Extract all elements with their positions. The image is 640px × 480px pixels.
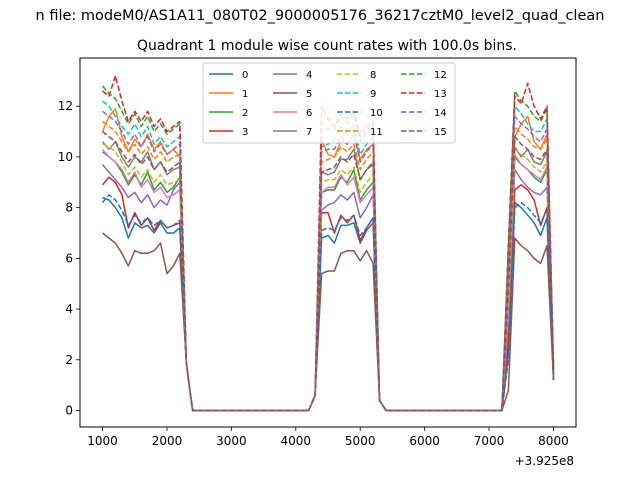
x-tick-label: 8000: [538, 434, 569, 448]
legend-label-13: 13: [434, 89, 447, 100]
x-tick-label: 1000: [87, 434, 118, 448]
series-line-15: [102, 130, 555, 412]
series-line-1: [101, 107, 555, 412]
x-tick-label: 6000: [409, 434, 440, 448]
y-tick-label: 10: [58, 150, 73, 164]
series-line-9: [102, 100, 555, 412]
legend-label-15: 15: [434, 127, 447, 138]
x-tick-label: 7000: [474, 434, 505, 448]
legend-label-0: 0: [242, 70, 248, 81]
legend-label-9: 9: [370, 89, 376, 100]
legend-label-11: 11: [370, 127, 383, 138]
series-line-14: [102, 110, 555, 412]
y-tick-label: 8: [65, 201, 73, 215]
legend-frame: [202, 62, 456, 144]
series-line-5: [102, 232, 555, 412]
y-tick-label: 4: [65, 302, 73, 316]
series-line-7: [101, 140, 555, 412]
x-offset-label: +3.925e8: [515, 454, 574, 468]
legend-label-4: 4: [306, 70, 312, 81]
legend-label-2: 2: [242, 108, 248, 119]
x-tick-label: 5000: [345, 434, 376, 448]
y-tick-label: 0: [65, 404, 73, 418]
x-tick-label: 2000: [152, 434, 183, 448]
chart-title: Quadrant 1 module wise count rates with …: [137, 38, 517, 54]
series-line-2: [102, 151, 555, 412]
legend-label-1: 1: [242, 89, 248, 100]
legend-label-8: 8: [370, 70, 376, 81]
legend-label-3: 3: [242, 127, 248, 138]
y-tick-label: 2: [65, 353, 73, 367]
legend-label-10: 10: [370, 108, 383, 119]
series-line-4: [101, 164, 555, 412]
series-line-6: [101, 148, 555, 412]
series-line-3: [101, 176, 555, 412]
x-tick-label: 3000: [216, 434, 247, 448]
y-tick-label: 6: [65, 251, 73, 265]
legend-label-7: 7: [306, 127, 312, 138]
legend-label-12: 12: [434, 70, 447, 81]
chart-suptitle: n file: modeM0/AS1A11_080T02_9000005176_…: [36, 8, 605, 24]
x-tick-label: 4000: [281, 434, 312, 448]
series-line-0: [102, 196, 555, 412]
series-line-11: [102, 120, 555, 412]
series-line-8: [102, 143, 555, 412]
legend-label-5: 5: [306, 89, 312, 100]
legend-label-14: 14: [434, 108, 447, 119]
legend-label-6: 6: [306, 108, 312, 119]
plot-frame: [79, 57, 577, 428]
y-tick-label: 12: [58, 99, 73, 113]
